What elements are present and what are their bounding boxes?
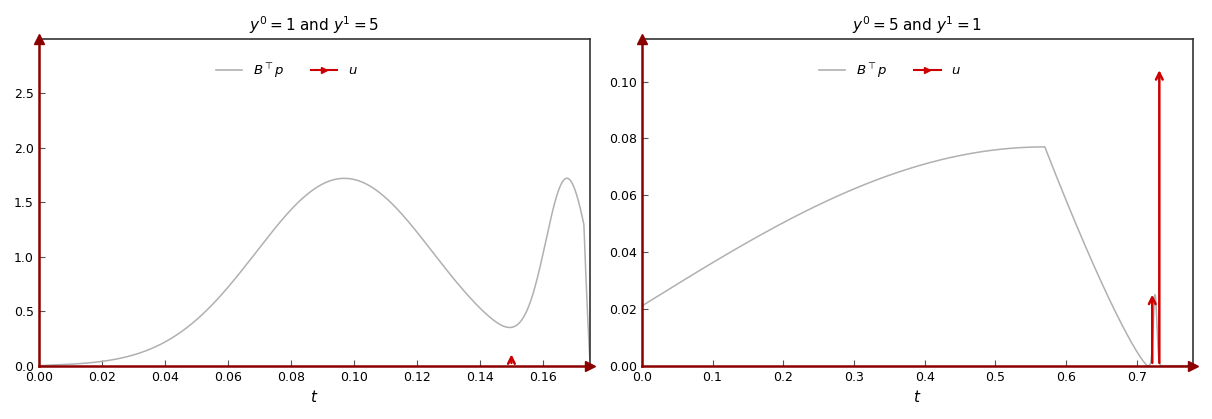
X-axis label: $t$: $t$ bbox=[310, 389, 319, 405]
Title: $y^0 = 5$ and $y^1 = 1$: $y^0 = 5$ and $y^1 = 1$ bbox=[852, 14, 983, 36]
Legend: $B^\top p$, $u$: $B^\top p$, $u$ bbox=[813, 55, 966, 85]
Title: $y^0 = 1$ and $y^1 = 5$: $y^0 = 1$ and $y^1 = 5$ bbox=[250, 14, 379, 36]
Legend: $B^\top p$, $u$: $B^\top p$, $u$ bbox=[211, 55, 364, 85]
X-axis label: $t$: $t$ bbox=[914, 389, 922, 405]
